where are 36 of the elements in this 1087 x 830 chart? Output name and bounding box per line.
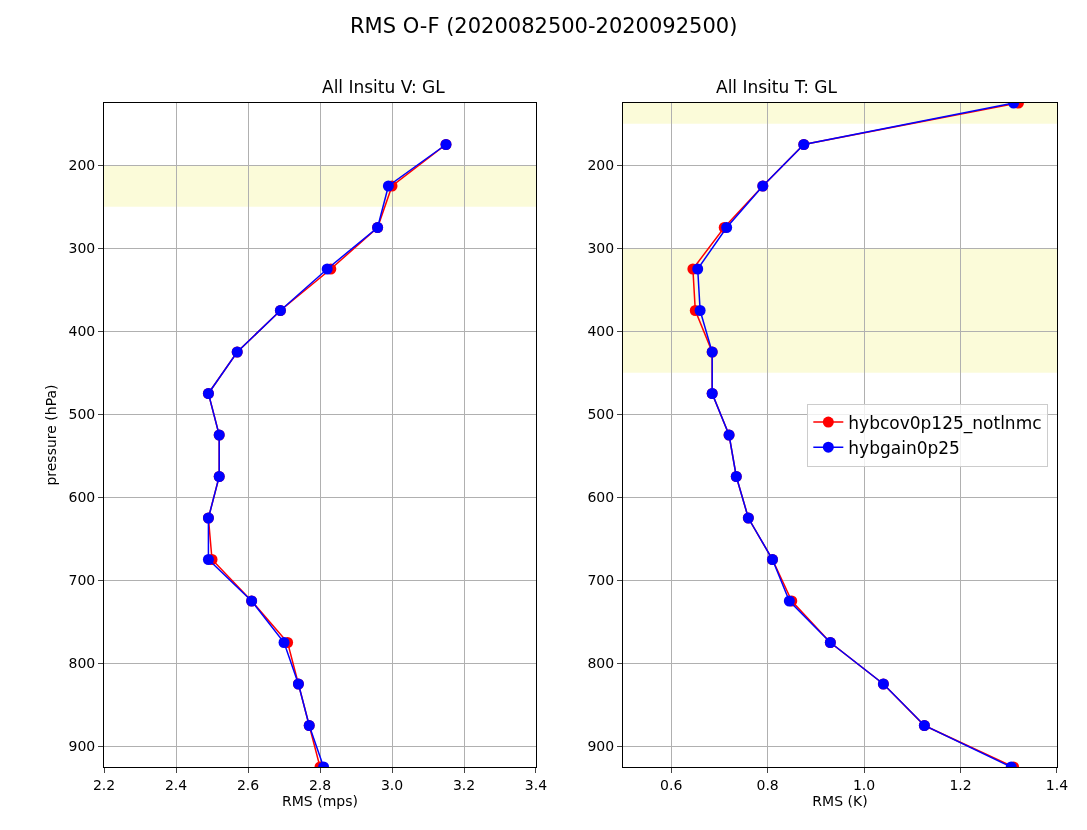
y-tick-label: 800 xyxy=(587,655,615,672)
x-tick-label: 2.2 xyxy=(92,776,116,793)
x-tick-label: 2.6 xyxy=(236,776,260,793)
y-tick-label: 500 xyxy=(587,406,615,423)
x-tick-label: 3.4 xyxy=(524,776,548,793)
y-tick-label: 500 xyxy=(68,406,96,423)
chart-title: All Insitu T: GL xyxy=(716,77,838,97)
y-tick-label: 200 xyxy=(68,157,96,174)
y-tick-label: 700 xyxy=(68,572,96,589)
x-tick-label: 3.0 xyxy=(380,776,404,793)
x-tick-label: 2.8 xyxy=(308,776,332,793)
x-tick-label: 0.6 xyxy=(660,776,683,793)
x-tick-label: 3.2 xyxy=(452,776,476,793)
y-tick-label: 300 xyxy=(587,240,615,257)
y-tick-label: 400 xyxy=(587,323,615,340)
x-axis-title: RMS (mps) xyxy=(282,793,358,810)
x-tick-label: 1.2 xyxy=(949,776,972,793)
y-axis-title: pressure (hPa) xyxy=(43,384,60,486)
y-tick-label: 600 xyxy=(587,489,615,506)
y-tick-label: 600 xyxy=(68,489,96,506)
x-tick-label: 2.4 xyxy=(164,776,188,793)
y-tick-label: 700 xyxy=(587,572,615,589)
x-axis-title: RMS (K) xyxy=(812,793,868,810)
x-tick-label: 1.4 xyxy=(1045,776,1069,793)
y-tick-label: 800 xyxy=(68,655,96,672)
legend-label: hybgain0p25 xyxy=(848,437,960,458)
y-tick-label: 200 xyxy=(587,157,615,174)
x-tick-label: 0.8 xyxy=(756,776,779,793)
chart-title: All Insitu V: GL xyxy=(322,77,446,97)
y-tick-label: 900 xyxy=(68,738,96,755)
legend-label: hybcov0p125_notlnmc xyxy=(848,412,1042,434)
y-tick-label: 300 xyxy=(68,240,96,257)
y-tick-label: 400 xyxy=(68,323,96,340)
x-tick-label: 1.0 xyxy=(852,776,876,793)
text: RMS O-F (2020082500-2020092500) xyxy=(350,14,738,38)
y-tick-label: 900 xyxy=(587,738,615,755)
